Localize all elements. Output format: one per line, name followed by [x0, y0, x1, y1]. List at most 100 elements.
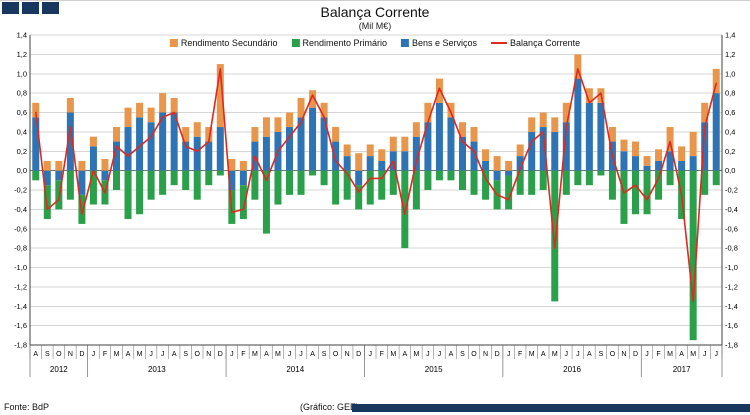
svg-text:-1,6: -1,6 — [14, 321, 27, 330]
svg-text:A: A — [310, 351, 315, 358]
legend-item: Rendimento Primário — [291, 38, 387, 48]
svg-text:-0,8: -0,8 — [14, 244, 27, 253]
svg-text:-0,4: -0,4 — [14, 205, 27, 214]
logo-squares — [2, 2, 59, 14]
svg-text:0,6: 0,6 — [17, 108, 27, 117]
svg-text:-0,8: -0,8 — [725, 244, 738, 253]
svg-text:M: M — [413, 351, 419, 358]
source-note: Fonte: BdP — [4, 402, 50, 412]
svg-text:J: J — [368, 351, 372, 358]
svg-text:N: N — [483, 351, 488, 358]
svg-text:F: F — [656, 351, 660, 358]
svg-text:O: O — [471, 351, 477, 358]
svg-text:0,0: 0,0 — [17, 166, 27, 175]
svg-text:N: N — [206, 351, 211, 358]
svg-text:M: M — [667, 351, 673, 358]
legend-item: Bens e Serviços — [401, 38, 477, 48]
svg-text:-1,8: -1,8 — [14, 341, 27, 350]
legend-swatch-icon — [291, 39, 300, 47]
svg-text:2012: 2012 — [50, 365, 68, 374]
svg-text:D: D — [495, 351, 500, 358]
svg-text:0,4: 0,4 — [725, 127, 735, 136]
svg-text:A: A — [126, 351, 131, 358]
chart-canvas: 1,4 1,4 1,2 1,2 1,0 1,0 0,8 0,8 0,6 0,6 0,4 0,4 0,2 0… — [14, 31, 738, 377]
svg-text:0,2: 0,2 — [17, 147, 27, 156]
svg-text:0,0: 0,0 — [725, 166, 735, 175]
legend-label: Rendimento Primário — [302, 38, 388, 48]
svg-text:S: S — [460, 351, 465, 358]
svg-text:S: S — [183, 351, 188, 358]
svg-text:J: J — [507, 351, 511, 358]
svg-text:F: F — [380, 351, 384, 358]
svg-text:J: J — [714, 351, 718, 358]
svg-text:D: D — [218, 351, 223, 358]
svg-text:-1,0: -1,0 — [14, 263, 27, 272]
svg-text:N: N — [68, 351, 73, 358]
svg-text:J: J — [645, 351, 649, 358]
svg-text:-0,2: -0,2 — [14, 186, 27, 195]
svg-text:M: M — [137, 351, 143, 358]
logo-square-icon — [42, 2, 59, 14]
svg-text:-1,4: -1,4 — [14, 302, 27, 311]
svg-text:1,2: 1,2 — [17, 50, 27, 59]
legend-swatch-icon — [401, 39, 410, 47]
svg-text:0,8: 0,8 — [725, 89, 735, 98]
svg-text:J: J — [92, 351, 96, 358]
svg-text:D: D — [79, 351, 84, 358]
svg-text:F: F — [241, 351, 245, 358]
svg-text:1,4: 1,4 — [17, 31, 27, 40]
svg-text:2014: 2014 — [286, 365, 304, 374]
svg-text:1,0: 1,0 — [725, 69, 735, 78]
legend-item: Rendimento Secundário — [169, 38, 277, 48]
svg-text:-0,2: -0,2 — [725, 186, 738, 195]
legend-label: Bens e Serviços — [412, 38, 478, 48]
svg-text:N: N — [621, 351, 626, 358]
svg-text:-1,6: -1,6 — [725, 321, 738, 330]
svg-text:1,4: 1,4 — [725, 31, 735, 40]
svg-text:S: S — [45, 351, 50, 358]
credit-note: (Gráfico: GEE) — [300, 402, 360, 412]
svg-text:M: M — [552, 351, 558, 358]
svg-text:-0,6: -0,6 — [14, 224, 27, 233]
svg-text:1,0: 1,0 — [17, 69, 27, 78]
svg-text:A: A — [402, 351, 407, 358]
svg-text:O: O — [333, 351, 339, 358]
svg-text:-0,6: -0,6 — [725, 224, 738, 233]
svg-text:M: M — [275, 351, 281, 358]
svg-text:1,2: 1,2 — [725, 50, 735, 59]
svg-text:A: A — [541, 351, 546, 358]
svg-text:A: A — [449, 351, 454, 358]
svg-text:-0,4: -0,4 — [725, 205, 738, 214]
legend-swatch-icon — [169, 39, 178, 47]
svg-text:S: S — [322, 351, 327, 358]
chart-subtitle: (Mil M€) — [358, 21, 392, 31]
svg-text:J: J — [438, 351, 442, 358]
svg-text:O: O — [195, 351, 201, 358]
svg-text:M: M — [529, 351, 535, 358]
svg-text:J: J — [149, 351, 153, 358]
svg-text:0,6: 0,6 — [725, 108, 735, 117]
svg-text:A: A — [33, 351, 38, 358]
svg-text:J: J — [703, 351, 707, 358]
svg-text:M: M — [114, 351, 120, 358]
svg-text:A: A — [679, 351, 684, 358]
svg-text:J: J — [161, 351, 165, 358]
svg-text:D: D — [356, 351, 361, 358]
legend-item: Balança Corrente — [491, 38, 580, 48]
svg-text:-1,0: -1,0 — [725, 263, 738, 272]
svg-text:N: N — [345, 351, 350, 358]
chart-legend: Rendimento Secundário Rendimento Primário… — [169, 38, 580, 48]
svg-text:0,2: 0,2 — [725, 147, 735, 156]
footer-bar — [352, 404, 750, 412]
svg-text:F: F — [103, 351, 107, 358]
svg-text:J: J — [230, 351, 234, 358]
svg-text:J: J — [426, 351, 430, 358]
svg-text:2013: 2013 — [148, 365, 166, 374]
svg-text:-1,8: -1,8 — [725, 341, 738, 350]
svg-text:J: J — [288, 351, 292, 358]
svg-text:O: O — [610, 351, 616, 358]
svg-text:D: D — [633, 351, 638, 358]
svg-text:-1,2: -1,2 — [14, 282, 27, 291]
svg-text:2017: 2017 — [673, 365, 691, 374]
